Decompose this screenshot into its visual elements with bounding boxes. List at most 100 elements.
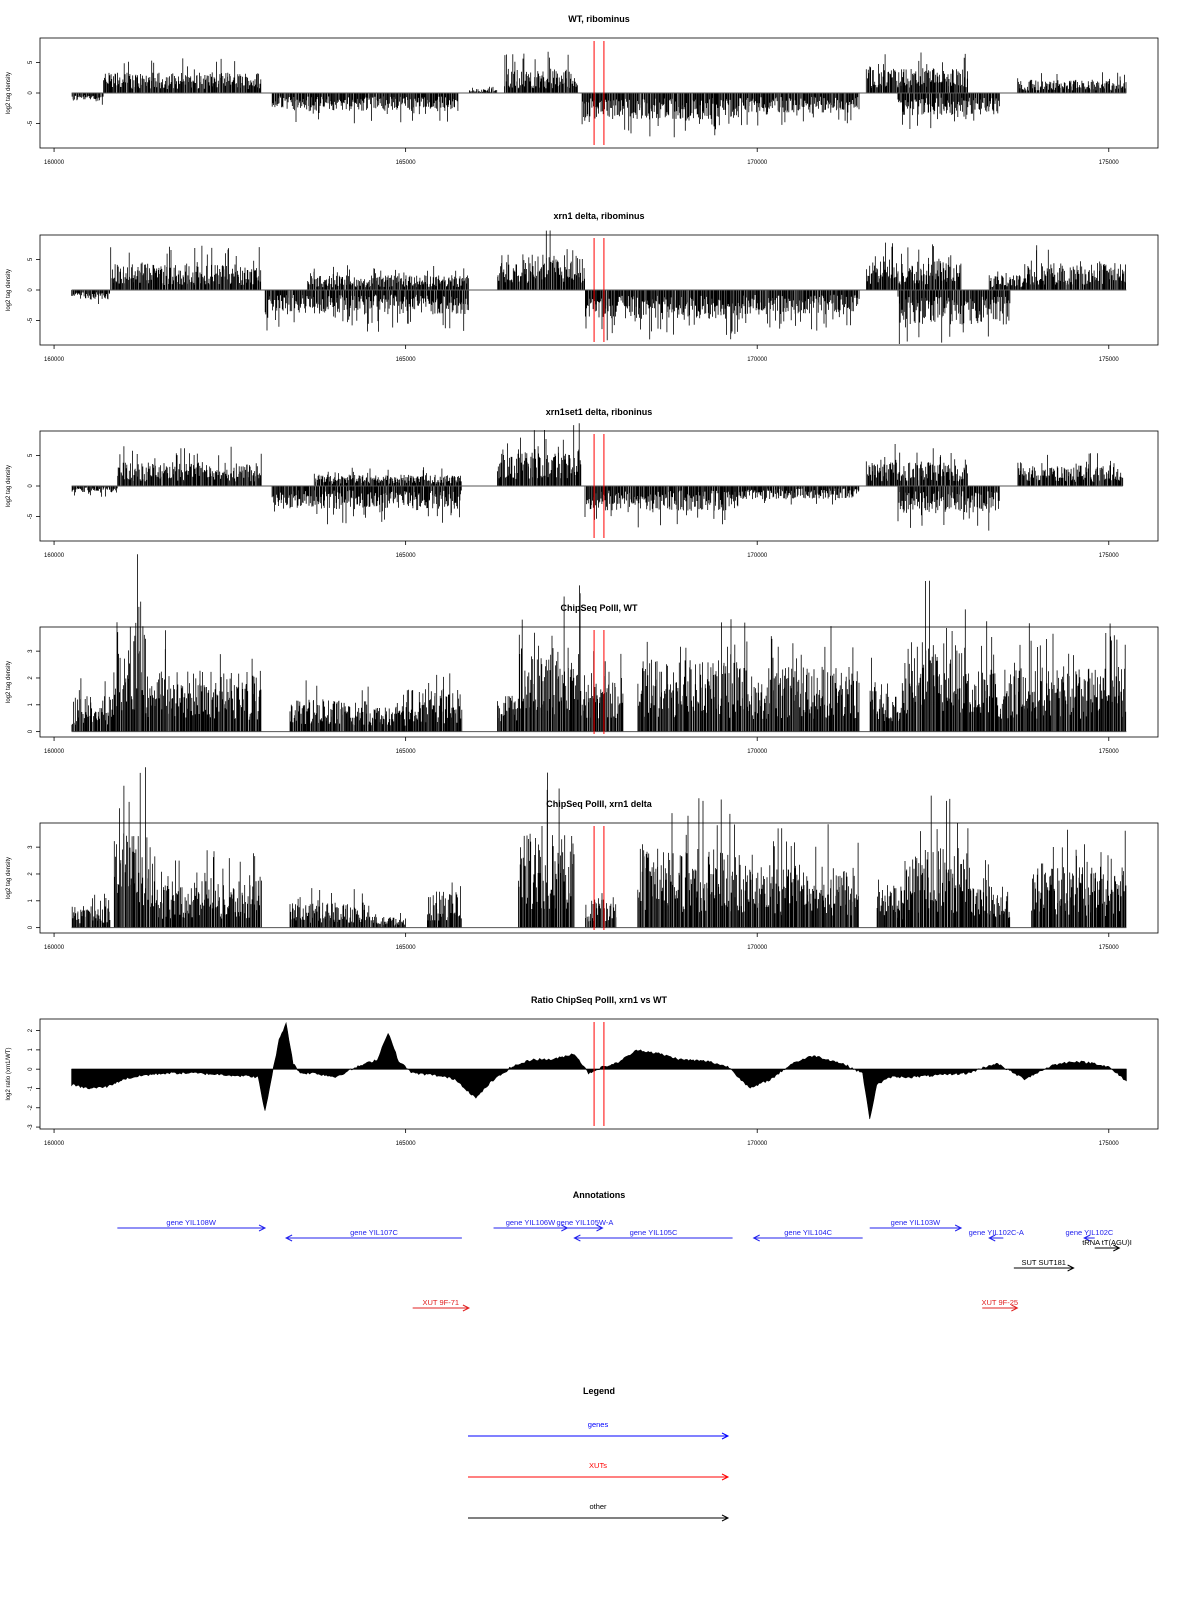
feature-arrow-head [596, 1224, 604, 1232]
x-tick-label: 170000 [747, 749, 768, 755]
plot-frame [39, 626, 1159, 738]
y-tick-label: 3 [28, 845, 34, 849]
feature-label: tRNA tT(AGU)I [1082, 1238, 1132, 1247]
panel-4 [36, 554, 1159, 741]
feature-label: SUT SUT181 [1022, 1258, 1066, 1267]
panel-6 [36, 1018, 1159, 1133]
feature-arrow-head [752, 1234, 760, 1242]
y-tick-label: -3 [28, 1124, 34, 1130]
panel-2 [36, 230, 1159, 349]
y-axis-label: log2 tag density [6, 269, 12, 311]
y-tick-label: 0 [28, 288, 34, 292]
y-tick-label: 0 [28, 484, 34, 488]
feature-label: gene YIL108W [166, 1218, 216, 1227]
data-spikes [71, 230, 1126, 344]
feature-arrow-head [258, 1224, 267, 1232]
x-tick-label: 160000 [44, 357, 65, 363]
y-tick-label: 1 [28, 898, 34, 902]
x-tick-label: 175000 [1099, 1141, 1120, 1147]
y-tick-label: 0 [28, 925, 34, 929]
x-tick-label: 175000 [1099, 553, 1120, 559]
annotations-title: Annotations [573, 1190, 626, 1200]
y-axis-label: log2 tag density [6, 72, 12, 114]
legend-label: genes [588, 1420, 609, 1429]
legend-label: other [589, 1502, 607, 1511]
annotations-panel [117, 1224, 1121, 1312]
x-tick-label: 165000 [396, 749, 417, 755]
panel-title: ChipSeq PolII, WT [561, 603, 638, 613]
feature-label: XUT 9F-25 [982, 1298, 1019, 1307]
feature-label: gene YIL103W [891, 1218, 941, 1227]
feature-arrow-head [1011, 1304, 1019, 1312]
x-tick-label: 165000 [396, 1141, 417, 1147]
y-tick-label: -5 [28, 317, 34, 323]
y-axis-label: log2 tag density [6, 661, 12, 703]
y-axis-label: log2 ratio (xrn1/WT) [6, 1047, 12, 1100]
x-tick-label: 170000 [747, 357, 768, 363]
y-tick-label: -5 [28, 513, 34, 519]
feature-arrow-head [573, 1234, 581, 1242]
feature-label: XUT 9F-71 [423, 1298, 460, 1307]
panel-3 [36, 423, 1159, 545]
y-tick-label: 5 [28, 60, 34, 64]
x-tick-label: 175000 [1099, 160, 1120, 166]
x-tick-label: 175000 [1099, 945, 1120, 951]
x-tick-label: 165000 [396, 160, 417, 166]
y-tick-label: 1 [28, 702, 34, 706]
plot-frame [39, 1018, 1159, 1130]
feature-arrow-head [954, 1224, 963, 1232]
legend-title: Legend [583, 1386, 615, 1396]
legend-panel [468, 1432, 730, 1522]
x-tick-label: 160000 [44, 553, 65, 559]
x-tick-label: 160000 [44, 160, 65, 166]
y-tick-label: -5 [28, 120, 34, 126]
panel-1 [36, 37, 1159, 152]
feature-arrow-head [988, 1234, 996, 1242]
data-spikes [71, 423, 1124, 531]
feature-label: gene YIL102C-A [969, 1228, 1024, 1237]
y-tick-label: 5 [28, 257, 34, 261]
y-tick-label: 0 [28, 91, 34, 95]
y-tick-label: 3 [28, 649, 34, 653]
feature-label: gene YIL102C [1066, 1228, 1114, 1237]
data-spikes [71, 767, 1127, 928]
panel-title: xrn1set1 delta, riboninus [546, 407, 653, 417]
x-tick-label: 160000 [44, 1141, 65, 1147]
panel-title: xrn1 delta, ribominus [553, 211, 644, 221]
y-tick-label: 0 [28, 729, 34, 733]
y-tick-label: 0 [28, 1067, 34, 1071]
feature-label: gene YIL104C [784, 1228, 832, 1237]
legend-arrow-head [721, 1432, 730, 1440]
data-spikes [71, 51, 1127, 138]
x-tick-label: 165000 [396, 945, 417, 951]
y-tick-label: 2 [28, 1028, 34, 1032]
x-tick-label: 170000 [747, 160, 768, 166]
feature-arrow-head [462, 1304, 471, 1312]
y-tick-label: 5 [28, 453, 34, 457]
legend-arrow-head [721, 1473, 730, 1481]
x-tick-label: 175000 [1099, 749, 1120, 755]
feature-label: gene YIL105W-A [557, 1218, 614, 1227]
ratio-area [71, 1021, 1127, 1120]
feature-label: gene YIL106W [506, 1218, 556, 1227]
y-tick-label: 2 [28, 872, 34, 876]
plot-frame [39, 822, 1159, 934]
y-tick-label: 1 [28, 1048, 34, 1052]
y-axis-label: log2 tag density [6, 857, 12, 899]
panel-title: ChipSeq PolII, xrn1 delta [546, 799, 653, 809]
feature-arrow-head [1113, 1244, 1121, 1252]
y-tick-label: -2 [28, 1104, 34, 1110]
x-tick-label: 165000 [396, 357, 417, 363]
y-axis-label: log2 tag density [6, 465, 12, 507]
feature-label: gene YIL107C [350, 1228, 398, 1237]
plot-frame [39, 234, 1159, 346]
x-tick-label: 160000 [44, 749, 65, 755]
feature-label: gene YIL105C [630, 1228, 678, 1237]
x-tick-label: 160000 [44, 945, 65, 951]
legend-arrow-head [721, 1514, 730, 1522]
feature-arrow-head [1083, 1234, 1091, 1242]
feature-arrow-head [284, 1234, 293, 1242]
y-tick-label: 2 [28, 676, 34, 680]
y-tick-label: -1 [28, 1085, 34, 1091]
